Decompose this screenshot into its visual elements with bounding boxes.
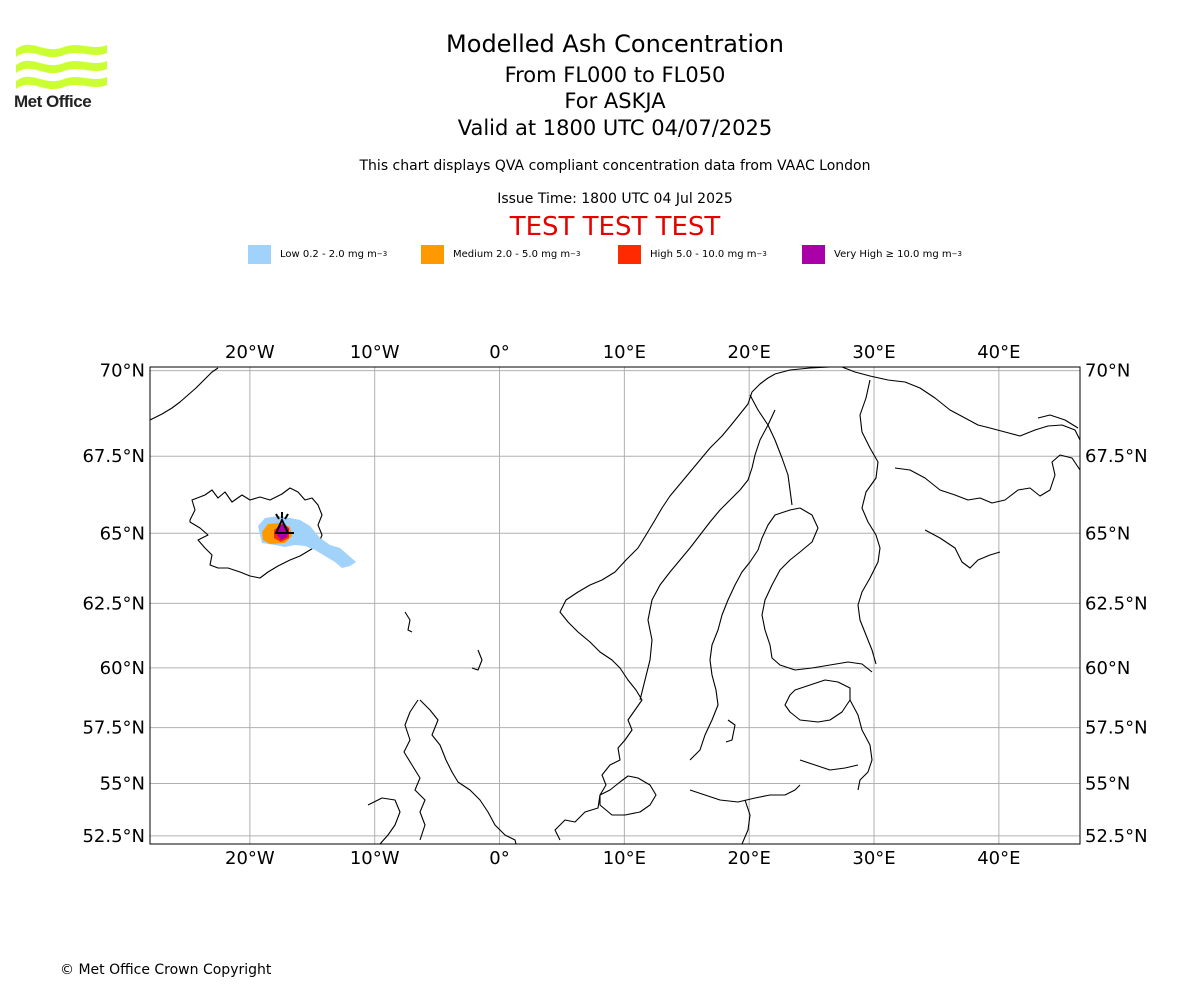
lat-tick-label-left: 67.5°N <box>82 446 145 467</box>
coastline-shetland <box>471 649 483 671</box>
coastline-novaya-east <box>1037 414 1079 429</box>
lat-tick-label-left: 60°N <box>100 658 145 679</box>
coastline-greenland <box>150 367 219 421</box>
lat-tick-label-right: 70°N <box>1085 361 1130 382</box>
lon-tick-label-bottom: 0° <box>489 848 509 869</box>
lat-tick-label-right: 62.5°N <box>1085 593 1148 614</box>
border-norway-sweden <box>639 409 776 701</box>
legend-swatch-high <box>618 244 641 264</box>
lon-tick-label-bottom: 20°W <box>225 848 275 869</box>
volcano-name: For ASKJA <box>564 89 666 113</box>
legend-label-very-high: Very High ≥ 10.0 mg m <box>834 248 952 260</box>
map-frame <box>149 366 1081 845</box>
lat-tick-label-right: 52.5°N <box>1085 826 1148 847</box>
chart-subtitle: This chart displays QVA compliant concen… <box>359 158 871 174</box>
lon-tick-label-top: 0° <box>489 342 509 363</box>
coastline-kola-south <box>924 529 1001 569</box>
ash-plume <box>258 516 356 568</box>
lat-tick-label-right: 65°N <box>1085 523 1130 544</box>
coastlines <box>150 367 1080 844</box>
coastline-baltic-south <box>689 784 801 803</box>
legend-swatch-low <box>248 244 271 264</box>
legend-unit-medium: −3 <box>570 250 581 258</box>
lon-tick-label-bottom: 20°E <box>728 848 771 869</box>
legend-item-very-high: Very High ≥ 10.0 mg m −3 <box>802 244 962 264</box>
legend-swatch-very-high <box>802 244 825 264</box>
legend-label-high: High 5.0 - 10.0 mg m <box>650 248 757 260</box>
valid-time: Valid at 1800 UTC 04/07/2025 <box>457 116 773 140</box>
coastline-denmark <box>599 775 657 816</box>
lon-tick-label-top: 40°E <box>977 342 1020 363</box>
coastline-faroe <box>404 611 413 633</box>
border-sweden-finland <box>749 394 793 506</box>
legend-unit-very-high: −3 <box>951 250 962 258</box>
lat-tick-label-right: 57.5°N <box>1085 718 1148 739</box>
legend-item-medium: Medium 2.0 - 5.0 mg m −3 <box>421 244 580 264</box>
flight-level-range: From FL000 to FL050 <box>504 63 726 87</box>
border-belarus <box>799 759 859 771</box>
lon-tick-label-bottom: 10°W <box>350 848 400 869</box>
legend-item-high: High 5.0 - 10.0 mg m −3 <box>618 244 767 264</box>
lon-tick-label-top: 10°E <box>603 342 646 363</box>
lat-tick-label-left: 62.5°N <box>82 593 145 614</box>
lon-tick-label-top: 20°E <box>728 342 771 363</box>
legend-unit-high: −3 <box>756 250 767 258</box>
volcano-marker-icon <box>274 512 294 534</box>
coastline-finland <box>761 507 873 673</box>
border-poland <box>741 799 751 844</box>
lon-tick-label-bottom: 40°E <box>977 848 1020 869</box>
lat-tick-label-right: 60°N <box>1085 658 1130 679</box>
tick-labels: 20°W 20°W 10°W 10°W 0° 0° 10°E 10°E 20°E 20°E 30°E… <box>82 342 1147 869</box>
lat-tick-label-right: 67.5°N <box>1085 446 1148 467</box>
lon-tick-label-top: 10°W <box>350 342 400 363</box>
lat-tick-label-left: 70°N <box>100 361 145 382</box>
legend-label-low: Low 0.2 - 2.0 mg m <box>280 248 377 260</box>
coastline-gotland <box>725 719 736 743</box>
lon-tick-label-bottom: 30°E <box>852 848 895 869</box>
graticule <box>150 367 1080 844</box>
test-banner: TEST TEST TEST <box>509 212 721 242</box>
copyright-notice: © Met Office Crown Copyright <box>60 962 272 978</box>
lon-tick-label-top: 20°W <box>225 342 275 363</box>
coastline-northern-norway <box>774 367 1080 441</box>
coastline-norway <box>554 373 776 841</box>
legend-label-medium: Medium 2.0 - 5.0 mg m <box>453 248 571 260</box>
met-office-logo <box>16 44 107 90</box>
chart-title: Modelled Ash Concentration <box>446 30 784 58</box>
legend-item-low: Low 0.2 - 2.0 mg m −3 <box>248 244 387 264</box>
lon-tick-label-bottom: 10°E <box>603 848 646 869</box>
lat-tick-label-left: 65°N <box>100 523 145 544</box>
coastline-iceland <box>189 487 323 579</box>
issue-time: Issue Time: 1800 UTC 04 Jul 2025 <box>497 191 733 207</box>
legend-swatch-medium <box>421 244 444 264</box>
coastline-great-britain <box>419 699 517 844</box>
coastline-white-sea <box>894 454 1080 504</box>
border-russia-baltic <box>849 699 873 791</box>
lat-tick-label-right: 55°N <box>1085 773 1130 794</box>
coastline-sweden-east <box>689 507 801 761</box>
coastline-ireland <box>367 797 401 844</box>
legend-unit-low: −3 <box>376 250 388 258</box>
border-finland-russia <box>857 379 881 665</box>
logo-text: Met Office <box>14 92 92 111</box>
lat-tick-label-left: 57.5°N <box>82 718 145 739</box>
lon-tick-label-top: 30°E <box>852 342 895 363</box>
lat-tick-label-left: 52.5°N <box>82 826 145 847</box>
lat-tick-label-left: 55°N <box>100 773 145 794</box>
coastline-great-britain-west <box>403 699 426 841</box>
coastline-baltic-states <box>784 679 851 723</box>
